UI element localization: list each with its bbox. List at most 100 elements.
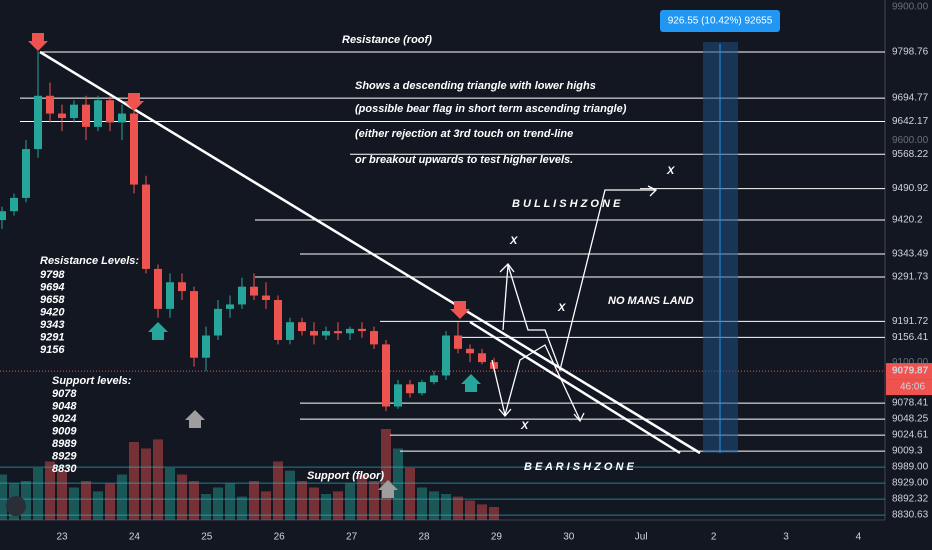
volume-bar: [345, 483, 355, 520]
candle-body: [322, 331, 330, 336]
support-level: 9078: [52, 388, 77, 400]
candle-body: [118, 113, 126, 123]
volume-bar: [441, 494, 451, 520]
candle-body: [418, 382, 426, 394]
candle-body: [382, 344, 390, 407]
volume-bar: [141, 448, 151, 520]
volume-bar: [117, 474, 127, 520]
candle-body: [250, 286, 258, 296]
trend-line: [469, 320, 681, 455]
level-label: 9568.22: [892, 149, 929, 160]
resistance-level: 9156: [40, 344, 65, 356]
level-label: 8830.63: [892, 510, 929, 521]
x-tick-label: 23: [56, 532, 68, 543]
support-level: 8830: [52, 463, 77, 475]
support-level: 9024: [52, 413, 76, 425]
level-label: 8989.00: [892, 462, 929, 473]
volume-layer: [0, 429, 499, 520]
volume-bar: [105, 483, 115, 520]
volume-bar: [45, 461, 55, 520]
countdown-tag: [886, 379, 932, 396]
level-label: 9048.25: [892, 414, 929, 425]
resistance-level: 9694: [40, 281, 64, 293]
arrow: [499, 185, 658, 373]
candle-body: [238, 286, 246, 305]
candle-body: [310, 331, 318, 336]
volume-bar: [213, 487, 223, 520]
level-label: 9343.49: [892, 249, 929, 260]
candle-body: [94, 100, 102, 127]
candle-body: [370, 331, 378, 345]
x-tick-label: 3: [783, 532, 789, 543]
volume-bar: [285, 470, 295, 520]
annotation: X: [557, 302, 566, 314]
volume-bar: [297, 481, 307, 520]
level-label: 9798.76: [892, 47, 929, 58]
candle-body: [346, 328, 354, 334]
candle-body: [106, 100, 114, 123]
volume-bar: [261, 491, 271, 520]
candle-body: [190, 291, 198, 358]
volume-bar: [405, 468, 415, 520]
annotation: Resistance (roof): [342, 34, 432, 46]
candle-body: [454, 335, 462, 349]
volume-bar: [453, 496, 463, 520]
annotation: (possible bear flag in short term ascend…: [355, 103, 627, 115]
candle-body: [442, 335, 450, 376]
candles-layer: [0, 51, 498, 411]
x-tick-label: 24: [129, 532, 141, 543]
candle-body: [202, 335, 210, 358]
volume-bar: [225, 483, 235, 520]
measure-label: 926.55 (10.42%) 92655: [668, 16, 773, 27]
signal-arrow: [124, 93, 144, 111]
logo: [6, 496, 26, 516]
candle-body: [394, 384, 402, 407]
candle-body: [34, 95, 42, 150]
volume-bar: [417, 487, 427, 520]
resistance-level: 9343: [40, 319, 64, 331]
x-tick-label: 28: [418, 532, 430, 543]
candle-body: [334, 331, 342, 334]
candle-body: [46, 95, 54, 114]
candle-body: [274, 299, 282, 340]
volume-bar: [249, 481, 259, 520]
resistance-level: 9658: [40, 294, 65, 306]
candle-body: [430, 375, 438, 383]
volume-bar: [357, 474, 367, 520]
annotation: Support levels:: [52, 375, 132, 387]
volume-bar: [201, 494, 211, 520]
volume-bar: [321, 494, 331, 520]
candle-body: [154, 268, 162, 309]
candle-body: [58, 113, 66, 118]
current-price-label: 9079.87: [892, 366, 929, 377]
level-label: 9191.72: [892, 316, 929, 327]
volume-bar: [177, 474, 187, 520]
annotation: (either rejection at 3rd touch on trend-…: [355, 128, 573, 140]
annotation: or breakout upwards to test higher level…: [355, 154, 573, 166]
signal-arrow: [450, 301, 470, 319]
annotation: X: [666, 165, 675, 177]
volume-bar: [369, 481, 379, 520]
countdown: 46:06: [900, 382, 925, 393]
annotation: B E A R I S H Z O N E: [524, 461, 634, 473]
volume-bar: [477, 504, 487, 520]
annotation: Resistance Levels:: [40, 255, 139, 267]
annotation: Support (floor): [307, 470, 384, 482]
volume-bar: [57, 470, 67, 520]
candle-body: [0, 211, 6, 221]
level-label: 9642.17: [892, 116, 929, 127]
candle-body: [178, 282, 186, 292]
volume-bar: [93, 491, 103, 520]
levels-layer: [0, 51, 885, 516]
volume-bar: [333, 491, 343, 520]
x-tick-label: 30: [563, 532, 575, 543]
volume-bar: [21, 481, 31, 520]
volume-bar: [393, 448, 403, 520]
annotation: X: [520, 420, 529, 432]
y-tick-label: 9900.00: [892, 2, 929, 13]
signal-arrow: [378, 480, 398, 498]
trend-line: [39, 50, 701, 455]
support-level: 8989: [52, 438, 77, 450]
signal-arrow: [461, 374, 481, 392]
candle-body: [10, 197, 18, 212]
